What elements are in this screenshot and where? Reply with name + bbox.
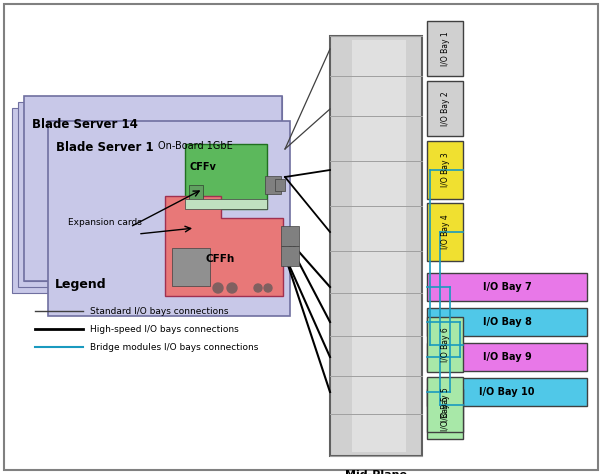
Text: I/O Bay 6: I/O Bay 6 (441, 328, 450, 363)
Text: On-Board 1GbE: On-Board 1GbE (158, 141, 233, 151)
Bar (427, 273, 587, 301)
Circle shape (213, 283, 223, 293)
Text: Blade Server 1: Blade Server 1 (56, 141, 154, 154)
Bar (427, 81, 463, 136)
Bar (427, 308, 587, 336)
Bar (265, 176, 281, 194)
Bar (330, 36, 422, 456)
Bar (172, 248, 210, 286)
Bar (18, 102, 276, 287)
Bar (48, 121, 290, 316)
Bar (427, 141, 463, 199)
Text: I/O Bay 7: I/O Bay 7 (483, 282, 532, 292)
Bar (24, 96, 282, 281)
Bar (427, 203, 463, 261)
Text: Bridge modules I/O bays connections: Bridge modules I/O bays connections (90, 343, 258, 352)
Text: I/O Bay 2: I/O Bay 2 (441, 91, 450, 126)
Bar (185, 144, 267, 209)
Text: CFFh: CFFh (205, 254, 234, 264)
Bar (427, 21, 463, 76)
Text: Legend: Legend (55, 278, 107, 291)
Text: High-speed I/O bays connections: High-speed I/O bays connections (90, 325, 239, 334)
Text: I/O Bay 5: I/O Bay 5 (441, 397, 450, 431)
Text: I/O Bay 3: I/O Bay 3 (441, 153, 450, 187)
Bar (427, 389, 463, 439)
Text: Mid-Plane: Mid-Plane (345, 470, 407, 474)
Text: I/O Bay 1: I/O Bay 1 (441, 32, 450, 66)
Bar (427, 377, 463, 432)
Text: CFFv: CFFv (189, 162, 216, 172)
Circle shape (264, 284, 272, 292)
Text: I/O Bay 10: I/O Bay 10 (479, 387, 535, 397)
Bar (427, 378, 587, 406)
Text: Blade Server 14: Blade Server 14 (32, 118, 138, 131)
Bar (427, 343, 587, 371)
Bar (275, 179, 285, 191)
Bar (281, 226, 299, 246)
Text: I/O Bay 8: I/O Bay 8 (483, 317, 532, 327)
Bar (281, 246, 299, 266)
Circle shape (254, 284, 262, 292)
Bar (185, 199, 267, 209)
Bar (12, 108, 270, 293)
Bar (352, 40, 406, 452)
Text: Standard I/O bays connections: Standard I/O bays connections (90, 307, 229, 316)
Text: I/O Bay 4: I/O Bay 4 (441, 215, 450, 249)
Polygon shape (165, 196, 283, 296)
Text: I/O Bay 5: I/O Bay 5 (441, 388, 450, 422)
Bar (189, 185, 203, 201)
Text: Expansion cards: Expansion cards (68, 218, 142, 227)
Bar (427, 317, 463, 372)
Circle shape (227, 283, 237, 293)
Bar (24, 96, 282, 281)
Text: I/O Bay 9: I/O Bay 9 (483, 352, 532, 362)
